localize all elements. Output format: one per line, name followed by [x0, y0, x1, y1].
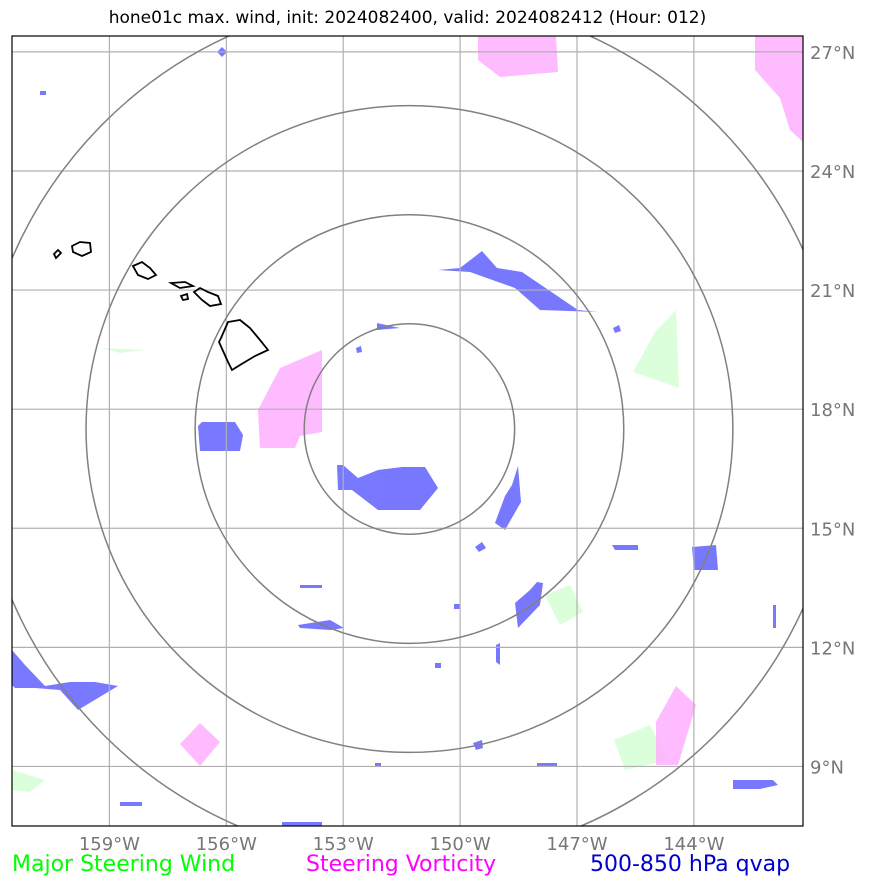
qvap-area	[537, 763, 557, 766]
wind-area	[545, 585, 583, 625]
qvap-area	[40, 91, 46, 95]
latitude-tick-label: 27°N	[810, 43, 855, 64]
island-kauai	[71, 241, 92, 257]
qvap-area	[120, 802, 142, 806]
longitude-tick-label: 153°W	[313, 834, 374, 855]
qvap-area	[613, 325, 621, 333]
range-ring	[194, 213, 625, 645]
map-title: hone01c max. wind, init: 2024082400, val…	[108, 8, 707, 28]
longitude-tick-label: 156°W	[196, 834, 257, 855]
island-hawaii	[218, 319, 270, 372]
island-lanai	[179, 292, 190, 302]
range-ring	[303, 323, 516, 535]
qvap-area	[496, 643, 500, 665]
vorticity-area	[755, 36, 803, 142]
longitude-tick-label: 147°W	[546, 834, 607, 855]
longitude-tick-label: 150°W	[430, 834, 491, 855]
island-molokai	[167, 281, 196, 289]
range-rings	[12, 36, 803, 826]
range-ring	[12, 36, 803, 826]
qvap-area	[435, 663, 441, 668]
graticule	[12, 36, 803, 826]
island-niihau	[52, 248, 63, 260]
legend-steering-wind: Major Steering Wind	[12, 852, 236, 877]
longitude-labels: 159°W 156°W 153°W 150°W 147°W 144°W	[79, 834, 725, 855]
plot-frame	[11, 35, 804, 827]
latitude-tick-label: 15°N	[810, 519, 855, 540]
qvap-area	[515, 582, 543, 628]
qvap-area	[733, 780, 778, 789]
legend-steering-vorticity: Steering Vorticity	[306, 852, 497, 877]
island-maui	[192, 286, 223, 307]
qvap-area	[356, 346, 362, 353]
qvap-area	[282, 822, 322, 826]
qvap-area	[300, 585, 322, 588]
latitude-labels: 9°N 12°N 15°N 18°N 21°N 24°N 27°N	[810, 43, 855, 779]
longitude-tick-label: 159°W	[79, 834, 140, 855]
steering-vorticity-layer	[180, 36, 803, 766]
qvap-area	[438, 251, 598, 312]
legend-qvap: 500-850 hPa qvap	[590, 852, 791, 877]
range-ring	[85, 104, 734, 754]
steering-wind-layer	[12, 310, 679, 792]
latitude-tick-label: 18°N	[810, 400, 855, 421]
latitude-tick-label: 12°N	[810, 638, 855, 659]
qvap-area	[612, 545, 638, 550]
latitude-tick-label: 24°N	[810, 162, 855, 183]
latitude-tick-label: 21°N	[810, 281, 855, 302]
qvap-area	[475, 542, 486, 552]
wind-area	[102, 348, 145, 353]
qvap-area	[12, 650, 118, 710]
latitude-tick-label: 9°N	[810, 757, 844, 778]
wind-area	[633, 310, 679, 388]
qvap-area	[337, 465, 438, 510]
longitude-tick-label: 144°W	[663, 834, 724, 855]
vorticity-area	[180, 723, 220, 766]
vorticity-area	[656, 686, 696, 765]
hawaiian-islands-coastline	[52, 241, 270, 372]
qvap-area	[692, 545, 718, 570]
vorticity-area	[478, 36, 558, 77]
qvap-area	[495, 466, 521, 530]
qvap-layer	[12, 47, 778, 826]
qvap-area	[773, 605, 776, 628]
vorticity-area	[258, 350, 322, 448]
wind-area	[12, 770, 45, 792]
qvap-area	[198, 422, 243, 451]
island-oahu	[131, 260, 158, 280]
wind-area	[614, 725, 668, 770]
qvap-area	[454, 604, 460, 609]
